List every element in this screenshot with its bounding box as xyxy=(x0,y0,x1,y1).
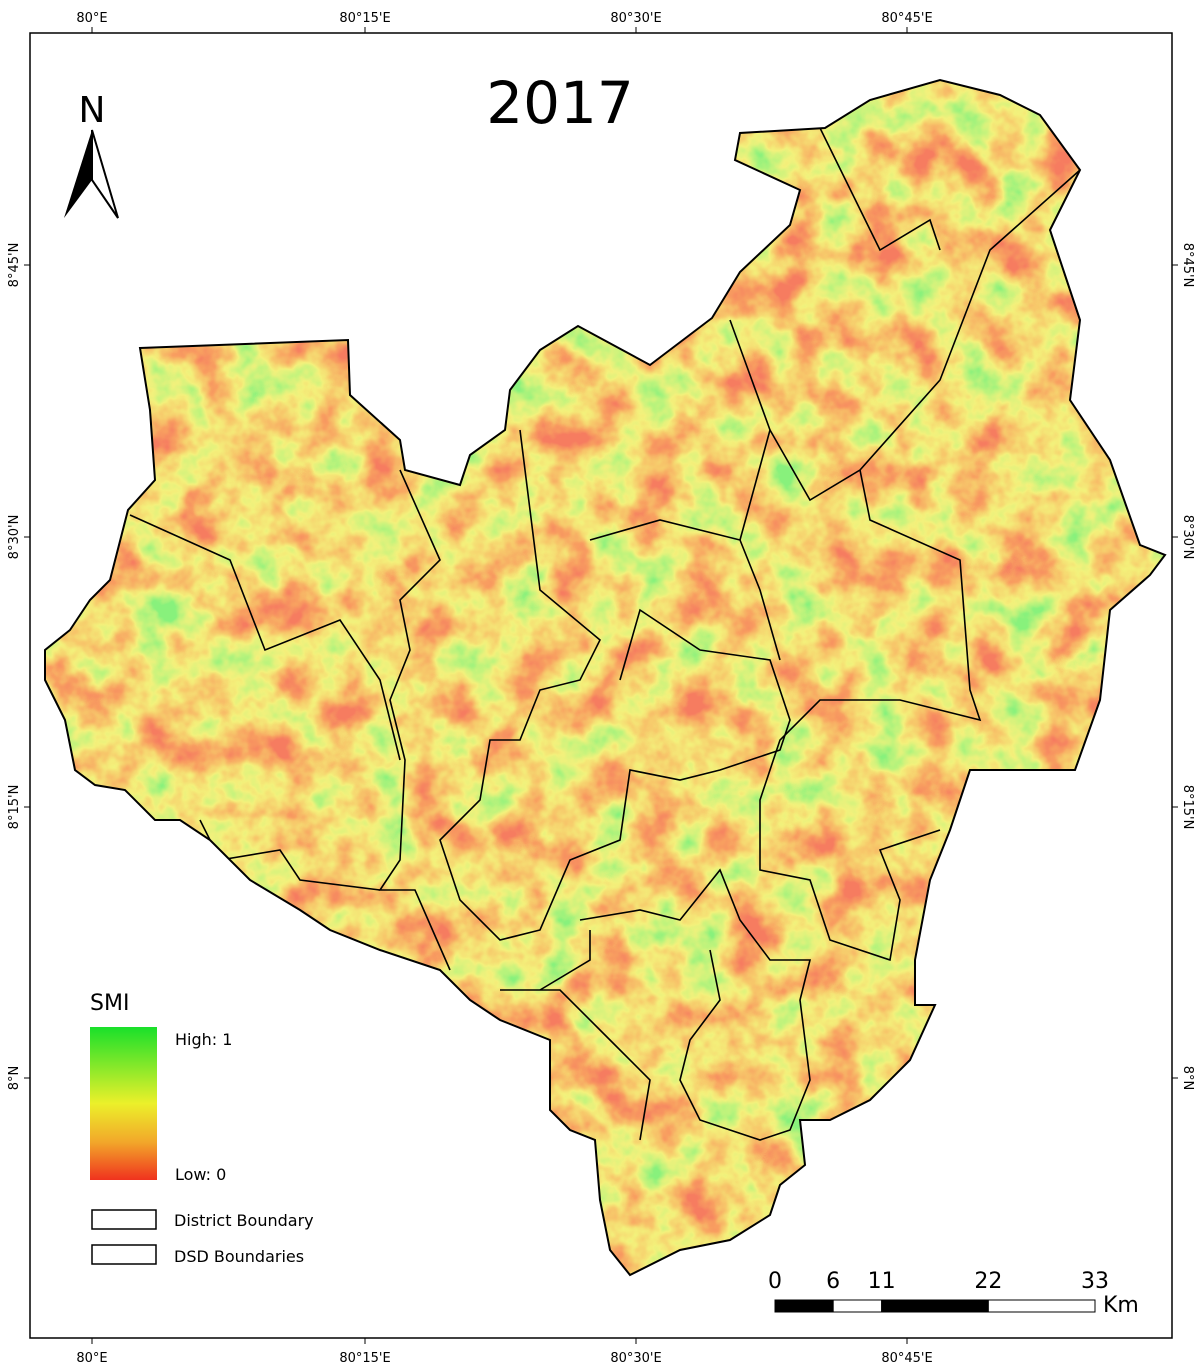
graticule-label: 80°15'E xyxy=(339,1351,390,1366)
north-arrow: N xyxy=(64,90,119,219)
scale-label: 22 xyxy=(974,1269,1002,1294)
legend-ramp xyxy=(90,1027,157,1180)
scale-segment xyxy=(987,1299,1096,1313)
graticule-label: 80°15'E xyxy=(339,11,390,26)
legend-item: District Boundary xyxy=(174,1211,314,1230)
north-label: N xyxy=(79,90,106,131)
scale-segment xyxy=(881,1299,989,1313)
graticule-label: 80°E xyxy=(76,11,107,26)
graticule-label: 8°15'N xyxy=(1180,785,1195,830)
scale-label: 6 xyxy=(826,1269,840,1294)
graticule-label: 8°N xyxy=(1180,1066,1195,1091)
legend-high: High: 1 xyxy=(175,1030,232,1049)
graticule-label: 8°15'N xyxy=(7,785,22,830)
graticule-label: 8°30'N xyxy=(7,515,22,560)
graticule-label: 8°45'N xyxy=(1180,243,1195,288)
legend-title: SMI xyxy=(90,991,129,1016)
map-frame xyxy=(29,32,1173,1339)
scale-segment xyxy=(832,1299,883,1313)
graticule-label: 80°30'E xyxy=(610,1351,661,1366)
graticule: 80°E 80°15'E 80°30'E 80°45'E 80°E 80°15'E 80°3… xyxy=(7,11,1195,1366)
graticule-label: 80°45'E xyxy=(881,11,932,26)
graticule-label: 80°30'E xyxy=(610,11,661,26)
graticule-label: 80°45'E xyxy=(881,1351,932,1366)
scale-label: 0 xyxy=(768,1269,782,1294)
raster xyxy=(45,80,1165,1275)
legend-item: DSD Boundaries xyxy=(174,1247,304,1266)
graticule-label: 8°N xyxy=(7,1066,22,1091)
scale-label: 33 xyxy=(1081,1269,1109,1294)
graticule-label: 80°E xyxy=(76,1351,107,1366)
legend: SMI High: 1 Low: 0 District Boundary DSD… xyxy=(90,991,314,1266)
scale-unit: Km xyxy=(1103,1293,1139,1318)
map-title: 2017 xyxy=(486,69,634,137)
scale-label: 11 xyxy=(868,1269,896,1294)
graticule-label: 8°30'N xyxy=(1180,515,1195,560)
scale-segment xyxy=(774,1299,834,1313)
legend-low: Low: 0 xyxy=(175,1165,226,1184)
graticule-label: 8°45'N xyxy=(7,243,22,288)
